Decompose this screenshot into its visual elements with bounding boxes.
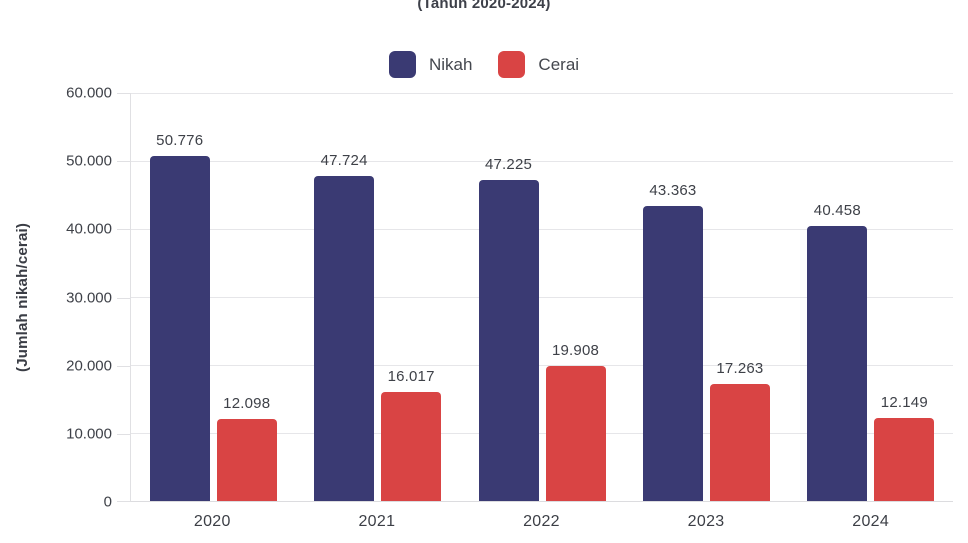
bar-nikah-2023: 43.363 [642, 182, 703, 501]
bar-value-label: 16.017 [387, 368, 435, 386]
y-tick-label: 10.000 [66, 425, 112, 443]
bar-group-2024: 40.458 12.149 [789, 93, 953, 501]
bar-value-label: 47.225 [484, 155, 533, 173]
y-tick-mark [117, 365, 130, 367]
gridline [131, 364, 953, 366]
bar-group-2020: 50.776 12.098 [131, 93, 295, 501]
gridline [131, 297, 953, 298]
gridline [131, 93, 953, 94]
y-tick-label: 0 [103, 493, 112, 511]
legend-label-cerai: Cerai [538, 54, 580, 74]
bar-value-label: 47.724 [320, 152, 368, 170]
bar-nikah-2024: 40.458 [807, 202, 868, 501]
x-axis-label-2021: 2021 [358, 513, 396, 530]
y-axis-tick-marks [117, 93, 130, 502]
bar-nikah-2020: 50.776 [149, 132, 210, 501]
y-tick-label: 20.000 [66, 357, 112, 375]
y-tick-mark [117, 161, 130, 163]
legend-item-nikah: Nikah [388, 51, 473, 78]
y-tick-mark [117, 229, 130, 231]
bar-value-label: 12.149 [880, 394, 928, 412]
bar-value-label: 17.263 [716, 359, 764, 377]
bar-group-2022: 47.225 19.908 [460, 93, 624, 501]
y-tick-label: 40.000 [66, 220, 112, 238]
bar-cerai-2020: 12.098 [216, 395, 277, 501]
gridline [131, 160, 953, 162]
bar-cerai-2024: 12.149 [874, 394, 935, 501]
bar-nikah-2022: 47.225 [478, 156, 539, 501]
bar-cerai-2022: 19.908 [545, 342, 606, 501]
legend-swatch-nikah [388, 51, 416, 78]
bar-value-label: 19.908 [551, 341, 600, 359]
y-tick-mark [117, 297, 130, 299]
gridline [131, 433, 953, 434]
y-axis-tick-labels: 60.000 50.000 40.000 30.000 20.000 10.000 0 [0, 85, 112, 511]
y-tick-mark [117, 433, 130, 435]
bar-cerai-2023: 17.263 [709, 360, 770, 501]
x-axis-label-2020: 2020 [193, 513, 231, 530]
y-tick-label: 50.000 [66, 152, 112, 170]
y-tick-mark [117, 93, 130, 94]
bar-group-2021: 47.724 16.017 [295, 93, 459, 501]
legend-swatch-cerai [498, 51, 526, 78]
legend-item-cerai: Cerai [498, 51, 579, 78]
bar-value-label: 43.363 [649, 182, 697, 200]
y-tick-mark [117, 501, 130, 502]
gridline [131, 228, 953, 230]
y-tick-label: 30.000 [66, 289, 112, 306]
x-axis-label-2022: 2022 [523, 513, 560, 530]
bar-value-label: 50.776 [156, 131, 204, 149]
y-tick-label: 60.000 [66, 84, 112, 102]
bar-nikah-2021: 47.724 [314, 152, 375, 501]
chart-subtitle: (Tahun 2020-2024) [417, 0, 551, 12]
bar-value-label: 12.098 [223, 394, 271, 412]
x-axis-labels: 2020 2021 2022 2023 2024 [130, 513, 953, 531]
x-axis-label-2023: 2023 [687, 513, 725, 530]
bar-value-label: 40.458 [813, 201, 861, 219]
plot-area: 50.776 12.098 47.724 16.017 47.225 19.908 43.3… [130, 93, 953, 502]
legend-label-nikah: Nikah [428, 54, 473, 74]
bar-group-2023: 43.363 17.263 [624, 93, 788, 501]
bar-cerai-2021: 16.017 [381, 368, 442, 501]
legend: Nikah Cerai [0, 51, 968, 78]
x-axis-label-2024: 2024 [852, 513, 890, 530]
